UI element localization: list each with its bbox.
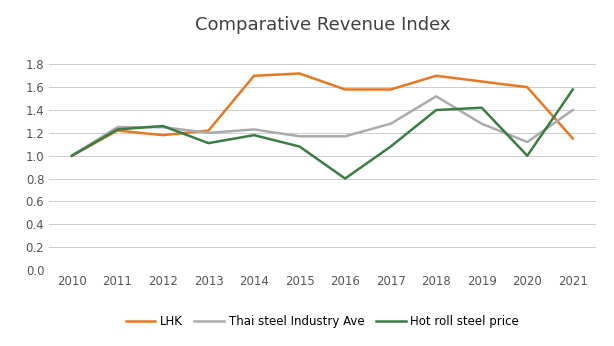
Thai steel Industry Ave: [68, 154, 76, 158]
LHK: [341, 88, 349, 92]
Line: LHK: LHK: [72, 73, 573, 156]
Thai steel Industry Ave: [296, 134, 303, 138]
Hot roll steel price: [251, 133, 258, 137]
Thai steel Industry Ave: [524, 140, 531, 144]
Thai steel Industry Ave: [478, 122, 486, 126]
LHK: [114, 128, 121, 133]
Hot roll steel price: [205, 141, 212, 145]
LHK: [478, 80, 486, 84]
Line: Thai steel Industry Ave: Thai steel Industry Ave: [72, 96, 573, 156]
Hot roll steel price: [68, 154, 76, 158]
Hot roll steel price: [159, 124, 166, 128]
Hot roll steel price: [296, 145, 303, 149]
LHK: [387, 88, 394, 92]
Hot roll steel price: [341, 176, 349, 181]
Hot roll steel price: [524, 154, 531, 158]
LHK: [205, 128, 212, 133]
Hot roll steel price: [114, 127, 121, 131]
Thai steel Industry Ave: [114, 125, 121, 129]
Thai steel Industry Ave: [387, 122, 394, 126]
Legend: LHK, Thai steel Industry Ave, Hot roll steel price: LHK, Thai steel Industry Ave, Hot roll s…: [121, 310, 524, 333]
Thai steel Industry Ave: [341, 134, 349, 138]
LHK: [251, 74, 258, 78]
Title: Comparative Revenue Index: Comparative Revenue Index: [195, 16, 450, 34]
LHK: [432, 74, 440, 78]
Line: Hot roll steel price: Hot roll steel price: [72, 90, 573, 179]
Thai steel Industry Ave: [159, 125, 166, 129]
Thai steel Industry Ave: [205, 131, 212, 135]
Hot roll steel price: [387, 145, 394, 149]
LHK: [68, 154, 76, 158]
LHK: [159, 133, 166, 137]
Hot roll steel price: [569, 88, 577, 92]
Thai steel Industry Ave: [432, 94, 440, 98]
Hot roll steel price: [478, 106, 486, 110]
LHK: [524, 85, 531, 89]
Thai steel Industry Ave: [251, 127, 258, 131]
LHK: [296, 71, 303, 75]
LHK: [569, 137, 577, 141]
Hot roll steel price: [432, 108, 440, 112]
Thai steel Industry Ave: [569, 108, 577, 112]
